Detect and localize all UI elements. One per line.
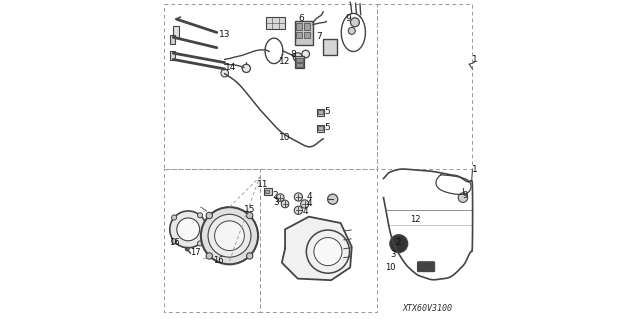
Text: 16: 16 <box>213 256 223 265</box>
Text: 17: 17 <box>190 248 201 257</box>
Text: 9: 9 <box>463 191 468 200</box>
Circle shape <box>208 214 251 257</box>
Text: 3: 3 <box>390 250 396 259</box>
Text: 7: 7 <box>317 32 322 41</box>
Circle shape <box>214 221 244 251</box>
Bar <box>170 35 175 44</box>
Circle shape <box>206 253 212 259</box>
Polygon shape <box>282 217 352 280</box>
Text: 10: 10 <box>385 263 395 272</box>
Bar <box>296 63 303 67</box>
Bar <box>304 23 310 30</box>
Circle shape <box>390 235 408 253</box>
Bar <box>318 110 323 115</box>
Text: 16: 16 <box>170 238 180 247</box>
Bar <box>296 23 302 30</box>
Bar <box>304 32 310 39</box>
Circle shape <box>307 230 349 273</box>
Bar <box>294 56 304 68</box>
Bar <box>266 190 269 193</box>
Text: 4: 4 <box>307 199 313 208</box>
Bar <box>164 4 377 169</box>
Bar <box>317 124 324 131</box>
Circle shape <box>281 200 289 208</box>
Text: 1: 1 <box>472 165 478 174</box>
Bar <box>377 4 472 169</box>
Text: 13: 13 <box>219 31 230 40</box>
Bar <box>164 169 260 312</box>
Circle shape <box>246 253 253 259</box>
Text: 8: 8 <box>290 49 296 59</box>
Circle shape <box>301 200 309 208</box>
Circle shape <box>172 215 177 220</box>
FancyBboxPatch shape <box>417 262 435 271</box>
Circle shape <box>177 218 200 241</box>
Text: 12: 12 <box>280 56 291 65</box>
Circle shape <box>198 241 203 246</box>
Bar <box>260 169 377 312</box>
Circle shape <box>246 212 253 219</box>
Bar <box>173 26 179 38</box>
Text: 14: 14 <box>225 63 237 72</box>
Circle shape <box>186 247 189 251</box>
Circle shape <box>351 18 360 27</box>
Text: 6: 6 <box>298 14 304 23</box>
Circle shape <box>221 69 228 77</box>
Circle shape <box>314 238 342 266</box>
Circle shape <box>302 50 310 58</box>
Text: 5: 5 <box>324 122 330 132</box>
Circle shape <box>201 207 258 264</box>
Text: 2: 2 <box>273 190 278 200</box>
Text: 3: 3 <box>273 198 279 207</box>
Circle shape <box>293 53 302 62</box>
Circle shape <box>458 193 468 202</box>
Bar <box>266 17 285 29</box>
Text: 9: 9 <box>346 14 351 23</box>
Bar <box>317 109 324 116</box>
Circle shape <box>198 213 203 218</box>
Circle shape <box>170 211 207 248</box>
Text: XTX60V3100: XTX60V3100 <box>403 304 453 313</box>
Circle shape <box>276 194 284 201</box>
Text: 5: 5 <box>324 107 330 116</box>
Text: 1: 1 <box>472 55 478 64</box>
Text: 4: 4 <box>306 191 312 201</box>
Text: 4: 4 <box>303 207 308 216</box>
Circle shape <box>206 212 212 219</box>
Bar <box>170 51 175 60</box>
Bar <box>296 32 302 39</box>
Bar <box>264 188 273 195</box>
Bar <box>296 57 303 62</box>
Circle shape <box>348 27 355 34</box>
Text: 15: 15 <box>244 205 256 214</box>
Circle shape <box>294 193 303 201</box>
Circle shape <box>328 194 338 204</box>
Circle shape <box>172 239 177 244</box>
Text: 2: 2 <box>395 238 401 247</box>
Text: 10: 10 <box>279 133 291 142</box>
Text: 12: 12 <box>410 215 420 224</box>
Bar <box>294 21 313 45</box>
Bar <box>323 39 337 55</box>
Bar <box>318 126 323 130</box>
Text: 11: 11 <box>257 180 269 189</box>
Circle shape <box>294 206 303 214</box>
Circle shape <box>242 64 250 72</box>
